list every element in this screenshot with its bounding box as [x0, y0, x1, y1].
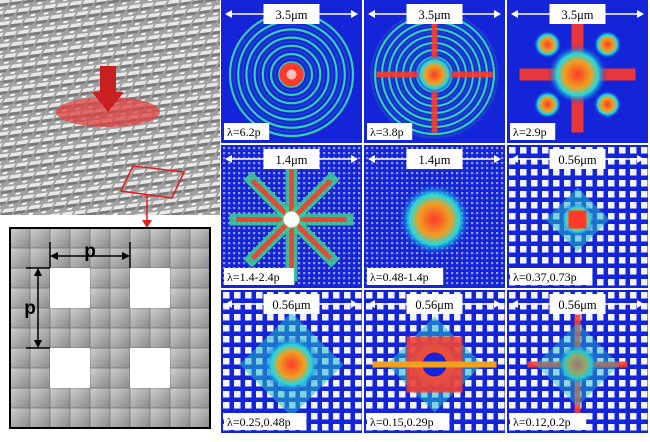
wavelength-label-box — [224, 123, 270, 140]
unit-cell-diagram — [9, 227, 211, 429]
scale-label: 0.56μm — [415, 298, 454, 312]
wavelength-label-box — [367, 268, 444, 285]
period-label-vertical: p — [24, 298, 36, 319]
zoom-arrow-icon — [142, 220, 152, 228]
field-panel-6: 0.56μm λ=0.37,0.73p — [507, 145, 648, 288]
wavelength-label: λ=0.48-1.4p — [370, 270, 429, 284]
unit-cell-highlight — [119, 165, 186, 199]
field-panel-7: 0.56μm λ=0.25,0.48p — [221, 290, 362, 433]
scale-label-box — [549, 294, 606, 314]
scale-label-box — [263, 149, 320, 169]
field-panel-8: 0.56μm λ=0.15,0.29p — [364, 290, 505, 433]
scale-label: 0.56μm — [558, 153, 597, 167]
field-map-grid: 3.5μm λ=6.2p 3.5μm λ=3.8p 3.5μm λ=2.9p 1.4μm λ=… — [221, 0, 650, 437]
field-panel-9: 0.56μm λ=0.12,0.2p — [507, 290, 648, 433]
scale-label-box — [406, 149, 463, 169]
scale-label: 3.5μm — [561, 8, 593, 22]
wavelength-label: λ=0.37,0.73p — [513, 270, 577, 284]
wavelength-label: λ=2.9p — [513, 125, 547, 139]
incident-arrow-icon — [92, 66, 124, 112]
wavelength-label: λ=6.2p — [227, 125, 261, 139]
scale-label-box — [549, 4, 606, 24]
wavelength-label-box — [510, 123, 556, 140]
scale-label-box — [406, 4, 463, 24]
wavelength-label-box — [510, 413, 587, 430]
scale-label: 3.5μm — [418, 8, 450, 22]
wavelength-label-box — [367, 123, 413, 140]
scale-label-box — [406, 294, 463, 314]
wavelength-label-box — [367, 413, 450, 430]
wavelength-label-box — [224, 268, 294, 285]
wavelength-label-box — [510, 268, 593, 285]
wavelength-label: λ=0.12,0.2p — [513, 415, 571, 429]
scale-label: 1.4μm — [418, 153, 450, 167]
wavelength-label: λ=0.15,0.29p — [370, 415, 434, 429]
field-panel-2: 3.5μm λ=3.8p — [364, 0, 505, 143]
field-panel-1: 3.5μm λ=6.2p — [221, 0, 362, 143]
scale-label-box — [263, 294, 320, 314]
field-map-svg: 3.5μm λ=6.2p 3.5μm λ=3.8p 3.5μm λ=2.9p 1.4μm λ=… — [221, 0, 648, 433]
wavelength-label: λ=0.25,0.48p — [227, 415, 291, 429]
scale-label: 3.5μm — [275, 8, 307, 22]
scale-label-box — [549, 149, 606, 169]
period-label-horizontal: p — [84, 241, 96, 262]
scale-label: 0.56μm — [558, 298, 597, 312]
schematic-svg: p p — [0, 0, 220, 429]
wavelength-label: λ=1.4-2.4p — [227, 270, 280, 284]
field-panel-4: 1.4μm λ=1.4-2.4p — [221, 145, 362, 288]
field-panel-3: 3.5μm λ=2.9p — [507, 0, 648, 143]
scale-label: 1.4μm — [275, 153, 307, 167]
scale-label-box — [263, 4, 320, 24]
wavelength-label: λ=3.8p — [370, 125, 404, 139]
schematic-column: p p — [0, 0, 220, 437]
wavelength-label-box — [224, 413, 307, 430]
field-panel-5: 1.4μm λ=0.48-1.4p — [364, 145, 505, 288]
scale-label: 0.56μm — [272, 298, 311, 312]
